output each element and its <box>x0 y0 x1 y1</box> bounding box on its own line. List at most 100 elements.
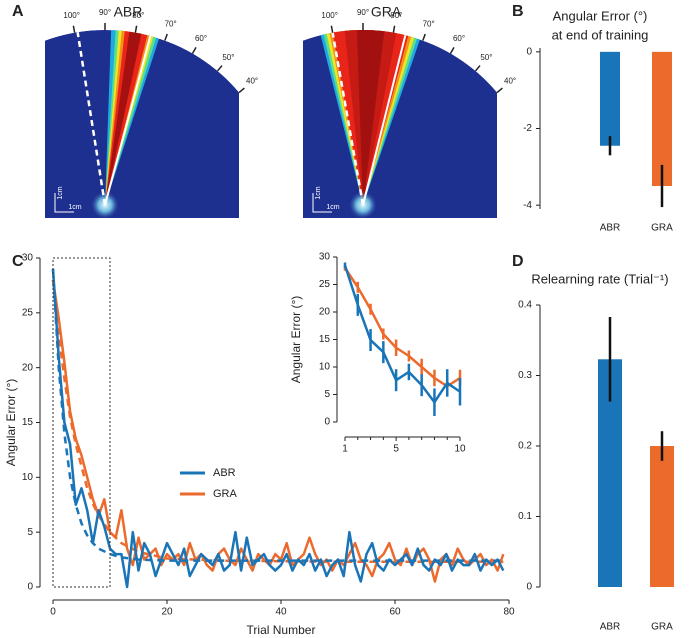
heat-wedge <box>105 29 168 205</box>
zoom-box <box>52 257 111 588</box>
angle-label: 40° <box>246 77 258 86</box>
x-tick-label: 0 <box>50 607 56 618</box>
series-line <box>51 268 505 589</box>
chart-title: Angular Error (°) <box>553 8 648 23</box>
angle-tick <box>330 25 334 33</box>
scale-label: 1cm <box>57 186 64 199</box>
angle-label: 50° <box>222 53 234 62</box>
series-line <box>343 264 461 404</box>
target-line <box>76 31 107 206</box>
x-tick-label: GRA <box>651 223 673 234</box>
angle-label: 50° <box>480 53 492 62</box>
y-axis-label: Angular Error (°) <box>4 379 18 467</box>
x-tick-label: 10 <box>454 444 466 455</box>
angle-label: 100° <box>321 11 338 20</box>
y-tick-label: 0 <box>526 582 532 593</box>
y-tick-label: 0.2 <box>518 441 532 452</box>
y-tick-label: 10 <box>22 472 34 483</box>
angle-label: 80° <box>390 11 402 20</box>
angle-tick <box>496 87 503 94</box>
fan-title: GRA <box>371 4 402 20</box>
reach-line <box>104 35 152 206</box>
angle-tick <box>134 25 138 33</box>
y-tick-label: 0 <box>27 582 33 593</box>
y-tick-label: 0.1 <box>518 511 532 522</box>
y-tick-label: 15 <box>22 417 34 428</box>
angle-tick <box>392 25 396 33</box>
angle-tick <box>238 87 245 94</box>
x-tick-label: 60 <box>389 607 401 618</box>
bar <box>650 446 674 587</box>
angle-tick <box>191 47 197 54</box>
scale-label: 1cm <box>326 204 339 211</box>
angle-label: 100° <box>63 11 80 20</box>
series-line <box>343 267 461 388</box>
x-tick-label: 80 <box>503 607 515 618</box>
series-line <box>51 279 505 583</box>
heat-wedge <box>105 29 186 205</box>
scale-label: 1cm <box>68 204 81 211</box>
y-tick-label: 15 <box>319 334 331 345</box>
angle-label: 90° <box>99 8 111 17</box>
y-tick-label: 30 <box>22 253 34 264</box>
scale-bar <box>312 193 332 213</box>
fan-background <box>45 29 240 218</box>
panel-letter: A <box>12 3 24 20</box>
heat-wedge <box>105 29 160 205</box>
x-tick-label: 40 <box>275 607 287 618</box>
x-tick-label: 5 <box>393 444 399 455</box>
scale-label: 1cm <box>315 186 322 199</box>
chart-title: at end of training <box>552 27 649 42</box>
heat-wedge <box>105 29 182 205</box>
angle-label: 40° <box>504 77 516 86</box>
legend-label: ABR <box>213 467 236 479</box>
y-tick-label: 25 <box>319 279 331 290</box>
y-tick-label: 25 <box>22 307 34 318</box>
y-tick-label: 0 <box>526 46 532 57</box>
angle-tick <box>216 65 223 72</box>
x-tick-label: 20 <box>161 607 173 618</box>
legend-label: GRA <box>213 488 238 500</box>
bar <box>600 51 620 146</box>
x-tick-label: GRA <box>651 622 673 633</box>
angle-label: 70° <box>423 20 435 29</box>
chart-title: Relearning rate (Trial⁻¹) <box>531 271 668 286</box>
panel-letter: D <box>512 253 524 270</box>
angle-label: 60° <box>453 34 465 43</box>
y-tick-label: 0.4 <box>518 300 532 311</box>
scale-bar <box>54 193 74 213</box>
angle-label: 70° <box>165 20 177 29</box>
heat-wedge <box>353 29 395 205</box>
y-tick-label: 20 <box>319 307 331 318</box>
angle-tick <box>422 33 426 41</box>
x-axis-label: Trial Number <box>247 623 316 637</box>
y-tick-label: 0.3 <box>518 370 532 381</box>
x-tick-label: ABR <box>600 622 621 633</box>
x-tick-label: 1 <box>342 444 348 455</box>
y-tick-label: 5 <box>27 527 33 538</box>
fan-title: ABR <box>114 4 143 20</box>
panel-letter: B <box>512 3 524 20</box>
y-tick-label: 20 <box>22 362 34 373</box>
y-axis-label: Angular Error (°) <box>289 296 303 384</box>
angle-tick <box>164 33 168 41</box>
bar <box>652 51 672 187</box>
y-tick-label: 30 <box>319 252 331 263</box>
fan-1 <box>303 29 498 219</box>
y-tick-label: -4 <box>523 200 532 211</box>
angle-tick <box>72 25 76 33</box>
y-tick-label: 0 <box>324 417 330 428</box>
angle-tick <box>474 65 481 72</box>
angle-label: 80° <box>132 11 144 20</box>
angle-label: 90° <box>357 8 369 17</box>
reach-line <box>362 34 407 206</box>
x-tick-label: ABR <box>600 223 621 234</box>
angle-tick <box>449 47 455 54</box>
panel-letter: C <box>12 253 24 270</box>
y-tick-label: 10 <box>319 362 331 373</box>
y-tick-label: -2 <box>523 123 532 134</box>
y-tick-label: 5 <box>324 389 330 400</box>
fan-0 <box>45 29 240 218</box>
